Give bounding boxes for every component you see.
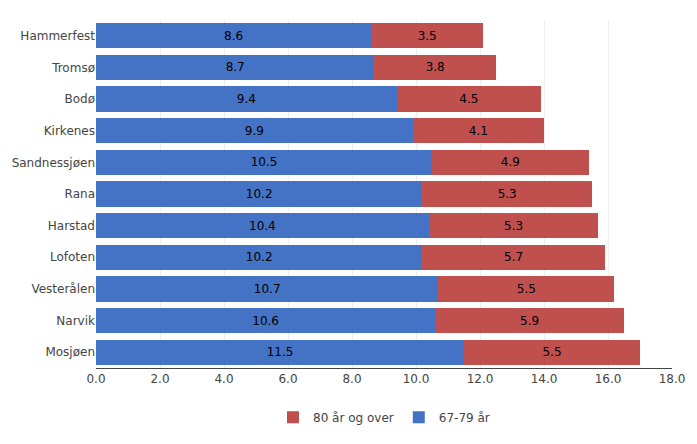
svg-text:5.7: 5.7 [504, 250, 523, 264]
svg-text:Sandnessjøen: Sandnessjøen [12, 156, 95, 170]
svg-text:14.0: 14.0 [531, 372, 558, 386]
svg-text:4.5: 4.5 [459, 92, 478, 106]
svg-text:5.9: 5.9 [520, 314, 539, 328]
svg-text:Kirkenes: Kirkenes [44, 124, 95, 138]
svg-text:67-79 år: 67-79 år [439, 411, 490, 425]
svg-text:Bodø: Bodø [64, 92, 95, 106]
svg-text:10.0: 10.0 [403, 372, 430, 386]
svg-text:Tromsø: Tromsø [51, 61, 95, 75]
svg-text:9.9: 9.9 [245, 124, 264, 138]
svg-text:Narvik: Narvik [56, 314, 95, 328]
svg-text:9.4: 9.4 [237, 92, 256, 106]
svg-text:5.3: 5.3 [504, 219, 523, 233]
svg-text:8.0: 8.0 [342, 372, 361, 386]
svg-text:5.5: 5.5 [542, 345, 561, 359]
svg-text:12.0: 12.0 [467, 372, 494, 386]
svg-text:5.3: 5.3 [498, 187, 517, 201]
svg-text:2.0: 2.0 [150, 372, 169, 386]
svg-text:0.0: 0.0 [86, 372, 105, 386]
svg-text:Harstad: Harstad [48, 219, 95, 233]
svg-text:10.5: 10.5 [251, 155, 278, 169]
svg-text:6.0: 6.0 [278, 372, 297, 386]
svg-text:Hammerfest: Hammerfest [20, 29, 95, 43]
svg-text:Lofoten: Lofoten [50, 250, 95, 264]
svg-text:Mosjøen: Mosjøen [45, 345, 95, 359]
svg-text:8.7: 8.7 [226, 60, 245, 74]
svg-text:5.5: 5.5 [517, 282, 536, 296]
svg-text:18.0: 18.0 [659, 372, 686, 386]
svg-text:80 år og over: 80 år og over [313, 411, 394, 425]
svg-text:11.5: 11.5 [267, 345, 294, 359]
svg-text:3.8: 3.8 [426, 60, 445, 74]
svg-text:4.9: 4.9 [501, 155, 520, 169]
svg-text:10.6: 10.6 [252, 314, 279, 328]
svg-text:10.2: 10.2 [246, 187, 273, 201]
svg-text:Vesterålen: Vesterålen [31, 282, 95, 296]
svg-text:10.2: 10.2 [246, 250, 273, 264]
svg-text:10.4: 10.4 [249, 219, 276, 233]
svg-text:10.7: 10.7 [254, 282, 281, 296]
svg-text:16.0: 16.0 [595, 372, 622, 386]
svg-text:4.0: 4.0 [214, 372, 233, 386]
svg-text:3.5: 3.5 [418, 29, 437, 43]
svg-text:Rana: Rana [65, 187, 95, 201]
svg-text:4.1: 4.1 [469, 124, 488, 138]
svg-text:8.6: 8.6 [224, 29, 243, 43]
